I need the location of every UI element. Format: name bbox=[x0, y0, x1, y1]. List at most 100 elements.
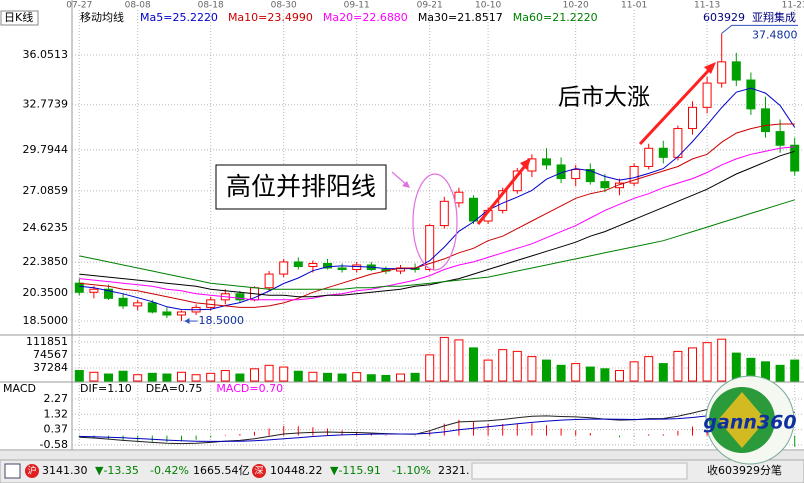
market-icon-label[interactable]: 沪 bbox=[27, 465, 36, 477]
x-tick-label: 11-01 bbox=[621, 1, 647, 11]
volume-bar bbox=[220, 370, 230, 382]
volume-bar bbox=[644, 356, 654, 382]
volume-bar bbox=[104, 373, 113, 382]
candle-body bbox=[133, 302, 143, 307]
market-icon[interactable] bbox=[252, 464, 266, 478]
legend-entry: Ma10=23.4990 bbox=[228, 11, 313, 24]
legend-entry: Ma60=21.2220 bbox=[513, 11, 598, 24]
candle-body bbox=[337, 267, 347, 271]
y-tick-label: 22.3850 bbox=[23, 255, 69, 268]
period-box[interactable] bbox=[0, 10, 39, 26]
high-label: 37.4800 bbox=[752, 28, 798, 41]
volume-bar bbox=[235, 373, 245, 382]
logo-text: gann360 bbox=[703, 412, 796, 434]
volume-bar bbox=[469, 347, 478, 382]
volume-bar bbox=[381, 374, 391, 382]
volume-bar bbox=[512, 350, 522, 382]
x-tick-label: 10-20 bbox=[563, 1, 589, 11]
x-tick-label: 08-30 bbox=[271, 1, 297, 11]
volume-bar bbox=[74, 370, 84, 382]
y-tick-label: -0.58 bbox=[40, 438, 68, 451]
volume-bar bbox=[556, 364, 566, 382]
volume-bar bbox=[571, 363, 581, 382]
x-tick-label: 08-08 bbox=[125, 1, 151, 11]
volume-bar bbox=[731, 352, 741, 382]
volume-bar bbox=[264, 364, 274, 382]
volume-bar bbox=[308, 371, 318, 382]
volume-bar bbox=[483, 359, 493, 382]
table-icon[interactable] bbox=[4, 463, 21, 479]
candle-body bbox=[600, 181, 610, 189]
volume-bar bbox=[162, 373, 172, 382]
candle-body bbox=[673, 128, 683, 158]
volume-bar bbox=[629, 361, 639, 382]
x-tick-label: 07-27 bbox=[66, 1, 92, 11]
x-tick-label: 08-18 bbox=[198, 1, 224, 11]
volume-bar bbox=[133, 374, 143, 382]
ma-line bbox=[79, 123, 795, 308]
scroll-track[interactable] bbox=[471, 462, 688, 480]
scrollbar[interactable] bbox=[0, 451, 804, 460]
volume-bar bbox=[352, 372, 362, 382]
volume-bar bbox=[585, 366, 595, 382]
x-tick-label: 09-11 bbox=[344, 1, 370, 11]
candle-body bbox=[571, 168, 581, 180]
y-tick-label: 32.7739 bbox=[23, 98, 69, 111]
candle-body bbox=[658, 147, 668, 158]
index-change: ▼-115.91 bbox=[330, 464, 381, 477]
macd-title: MACD bbox=[3, 382, 36, 395]
index-pct: -0.42% bbox=[150, 464, 189, 477]
candle-body bbox=[644, 147, 654, 167]
candle-body bbox=[147, 302, 157, 313]
x-tick-label: 11-13 bbox=[694, 1, 720, 11]
index-amount: 2321. bbox=[438, 464, 470, 477]
candle-body bbox=[629, 165, 639, 184]
y-tick-label: 36.0513 bbox=[23, 48, 69, 61]
volume-bar bbox=[206, 372, 216, 382]
low-arrow bbox=[184, 318, 190, 325]
x-tick-label: 11-23 bbox=[782, 1, 804, 11]
candle-body bbox=[279, 261, 289, 275]
volume-bar bbox=[250, 368, 259, 382]
candle-body bbox=[264, 273, 274, 289]
ma-line bbox=[79, 87, 796, 311]
stock-code: 603929 bbox=[703, 11, 745, 24]
ma-line bbox=[79, 150, 795, 298]
market-icon[interactable] bbox=[25, 464, 39, 478]
candle-body bbox=[585, 168, 595, 183]
volume-bar bbox=[717, 338, 727, 382]
index-pct: -1.10% bbox=[392, 464, 431, 477]
stock-name: 亚翔集成 bbox=[752, 10, 796, 24]
candle-body bbox=[761, 108, 770, 133]
candle-body bbox=[104, 288, 113, 299]
annotation-box bbox=[215, 164, 387, 210]
volume-bar bbox=[293, 370, 303, 382]
volume-bar bbox=[658, 363, 668, 382]
legend-entry: Ma20=22.6880 bbox=[323, 11, 408, 24]
ma-line bbox=[79, 146, 795, 301]
y-tick-label: 24.6235 bbox=[23, 221, 69, 234]
candle-body bbox=[425, 225, 435, 271]
volume-bar bbox=[118, 370, 128, 382]
logo-diamond bbox=[718, 392, 766, 448]
volume-bar bbox=[688, 347, 697, 382]
index-value: 10448.22 bbox=[270, 464, 323, 477]
candle-body bbox=[293, 261, 303, 267]
volume-bar bbox=[542, 359, 551, 382]
market-icon-label[interactable]: 深 bbox=[254, 466, 263, 477]
annotation: 后市大涨 bbox=[558, 85, 650, 111]
legend-entry: MACD=0.70 bbox=[216, 382, 283, 395]
volume-bar bbox=[323, 372, 332, 382]
volume-bar bbox=[396, 373, 405, 382]
candle-body bbox=[717, 61, 727, 84]
volume-bar bbox=[89, 371, 99, 382]
legend-entry: Ma30=21.8517 bbox=[418, 11, 503, 24]
period-label[interactable]: 日K线 bbox=[4, 10, 33, 24]
x-tick-label: 09-21 bbox=[417, 1, 443, 11]
volume-bar bbox=[177, 371, 186, 382]
volume-bar bbox=[454, 339, 464, 382]
y-tick-label: 29.7944 bbox=[23, 143, 69, 156]
volume-bar bbox=[775, 364, 785, 382]
